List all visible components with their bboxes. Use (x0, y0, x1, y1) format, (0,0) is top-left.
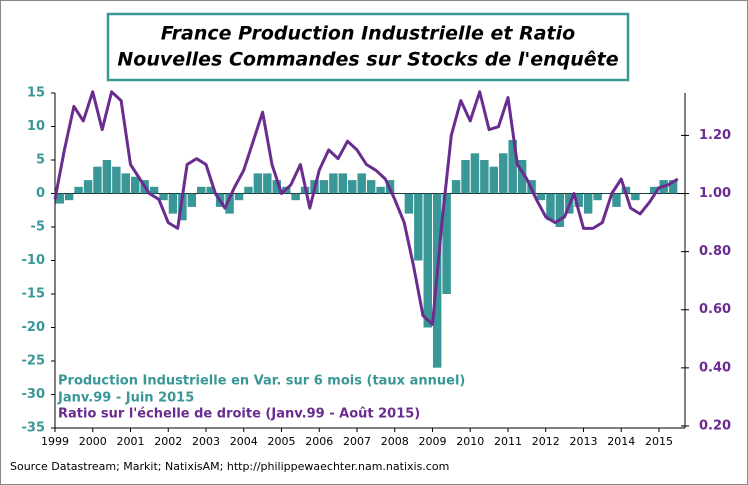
bar (74, 186, 83, 194)
y2-tick-label: 0.60 (699, 302, 731, 317)
bar (442, 193, 451, 294)
bar (517, 160, 527, 194)
bar (395, 193, 404, 194)
y2-tick-label: 1.00 (699, 186, 731, 201)
bar (640, 193, 650, 194)
x-tick-label: 2004 (230, 435, 258, 448)
bar (93, 166, 102, 194)
annotation: Janv.99 - Juin 2015 (57, 391, 194, 406)
bar (234, 193, 244, 201)
bar (602, 193, 612, 194)
y-tick-label: -10 (22, 253, 46, 268)
x-tick-label: 2011 (494, 435, 522, 448)
bar (366, 180, 376, 194)
bar (197, 186, 206, 194)
bar (130, 176, 140, 194)
x-tick-label: 2002 (154, 435, 182, 448)
y-tick-label: -5 (31, 220, 45, 235)
bar (650, 186, 659, 194)
bar (404, 193, 414, 214)
bar (244, 186, 253, 194)
chart-title: France Production Industrielle et Ratio (161, 23, 575, 45)
bar (461, 160, 470, 194)
bar (83, 180, 93, 194)
bar (263, 173, 272, 194)
y-tick-label: -15 (22, 287, 46, 302)
bar (102, 160, 112, 194)
y2-tick-label: 0.40 (699, 360, 731, 375)
y-tick-label: 15 (27, 86, 45, 101)
bar (414, 193, 423, 261)
y2-tick-label: 0.80 (699, 244, 731, 259)
x-tick-label: 2014 (607, 435, 635, 448)
bar (451, 180, 461, 194)
bar (480, 160, 489, 194)
bar (376, 186, 385, 194)
bar (348, 180, 357, 194)
bar (536, 193, 546, 201)
bar (423, 193, 432, 328)
y-tick-label: -25 (22, 354, 46, 369)
y2-tick-label: 1.20 (699, 128, 731, 143)
x-tick-label: 2009 (418, 435, 446, 448)
bar (319, 180, 329, 194)
bar (159, 193, 168, 201)
x-tick-label: 2008 (381, 435, 409, 448)
bar (546, 193, 555, 221)
bar (178, 193, 187, 221)
bar (112, 166, 121, 194)
x-tick-label: 2013 (569, 435, 597, 448)
x-tick-label: 2007 (343, 435, 371, 448)
bar (357, 173, 366, 194)
bar (631, 193, 640, 201)
y2-tick-label: 0.20 (699, 418, 731, 433)
chart-title: Nouvelles Commandes sur Stocks de l'enqu… (117, 49, 618, 71)
line (53, 90, 679, 326)
source: Source Datastream; Markit; NatixisAM; ht… (10, 460, 449, 473)
y-tick-label: -35 (22, 421, 46, 436)
bar (225, 193, 234, 214)
y-tick-label: 10 (27, 119, 45, 134)
x-tick-label: 2012 (532, 435, 560, 448)
x-tick-label: 2015 (645, 435, 673, 448)
bar (508, 139, 517, 194)
legend-label: Production Industrielle en Var. sur 6 mo… (58, 374, 465, 389)
x-tick-label: 2003 (192, 435, 220, 448)
title-box (106, 12, 630, 82)
bar (574, 193, 583, 207)
bar (668, 180, 678, 194)
bar (149, 186, 159, 194)
bar (499, 153, 508, 194)
legend-label: Ratio sur l'échelle de droite (Janv.99 -… (58, 407, 420, 422)
bar (338, 173, 348, 194)
x-tick-label: 2000 (79, 435, 107, 448)
bar (121, 173, 130, 194)
bar (253, 173, 263, 194)
y-tick-label: 5 (36, 153, 45, 168)
bar (329, 173, 338, 194)
bar (489, 166, 499, 194)
bar (470, 153, 480, 194)
bar (206, 186, 215, 194)
x-tick-label: 2001 (116, 435, 144, 448)
bar (593, 193, 602, 201)
bar (187, 193, 197, 207)
y-tick-label: -20 (22, 320, 46, 335)
x-tick-label: 1999 (41, 435, 69, 448)
x-tick-label: 2006 (305, 435, 333, 448)
bar (291, 193, 300, 201)
bar (55, 193, 64, 204)
bar (555, 193, 565, 227)
y-tick-label: 0 (36, 186, 45, 201)
x-tick-label: 2005 (267, 435, 295, 448)
bar (272, 180, 281, 194)
x-tick-label: 2010 (456, 435, 484, 448)
bar (583, 193, 593, 214)
bar (64, 193, 74, 201)
bar (168, 193, 178, 214)
y-tick-label: -30 (22, 387, 46, 402)
bar (612, 193, 621, 207)
